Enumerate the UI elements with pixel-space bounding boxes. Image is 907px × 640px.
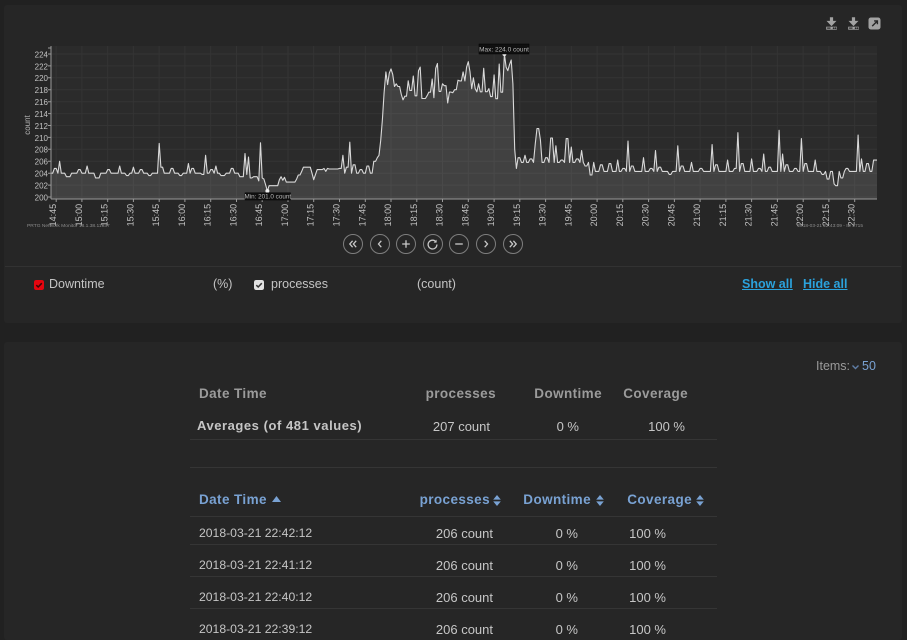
svg-text:15:30: 15:30	[125, 204, 135, 227]
svg-text:214: 214	[35, 110, 49, 119]
svg-text:19:15: 19:15	[512, 204, 522, 227]
svg-text:Max: 224.0 count: Max: 224.0 count	[479, 47, 529, 54]
svg-text:Min: 201.0 count: Min: 201.0 count	[245, 193, 292, 200]
svg-text:15:00: 15:00	[74, 204, 84, 227]
svg-text:20:00: 20:00	[589, 204, 599, 227]
svg-text:16:15: 16:15	[203, 204, 213, 227]
svg-text:210: 210	[35, 134, 49, 143]
svg-text:count: count	[23, 114, 32, 134]
svg-text:2018-03-21 22:43:09 - ID 2715: 2018-03-21 22:43:09 - ID 2715	[797, 223, 863, 229]
svg-text:216: 216	[35, 98, 49, 107]
svg-text:21:00: 21:00	[692, 204, 702, 227]
svg-text:20:45: 20:45	[666, 204, 676, 227]
svg-text:17:30: 17:30	[332, 204, 342, 227]
svg-text:16:45: 16:45	[254, 204, 264, 227]
svg-text:21:45: 21:45	[769, 204, 779, 227]
svg-text:19:30: 19:30	[538, 204, 548, 227]
svg-text:17:00: 17:00	[280, 204, 290, 227]
svg-text:206: 206	[35, 158, 49, 167]
svg-text:17:15: 17:15	[306, 204, 316, 227]
svg-text:16:00: 16:00	[177, 204, 187, 227]
svg-text:18:00: 18:00	[383, 204, 393, 227]
svg-text:208: 208	[35, 146, 49, 155]
svg-text:222: 222	[35, 62, 49, 71]
svg-text:PRTG Network Monitor 18.1.38.1: PRTG Network Monitor 18.1.38.11937	[27, 223, 110, 229]
svg-text:224: 224	[35, 50, 49, 59]
svg-text:17:45: 17:45	[357, 204, 367, 227]
svg-text:21:30: 21:30	[744, 204, 754, 227]
svg-text:18:45: 18:45	[460, 204, 470, 227]
svg-text:202: 202	[35, 182, 49, 191]
svg-text:20:30: 20:30	[641, 204, 651, 227]
svg-text:15:45: 15:45	[151, 204, 161, 227]
svg-text:212: 212	[35, 122, 49, 131]
svg-text:220: 220	[35, 74, 49, 83]
svg-text:18:30: 18:30	[435, 204, 445, 227]
svg-text:18:15: 18:15	[409, 204, 419, 227]
svg-text:15:15: 15:15	[100, 204, 110, 227]
svg-text:22:15: 22:15	[821, 204, 831, 227]
svg-text:22:30: 22:30	[847, 204, 857, 227]
svg-text:16:30: 16:30	[229, 204, 239, 227]
svg-text:200: 200	[35, 193, 49, 202]
svg-text:20:15: 20:15	[615, 204, 625, 227]
svg-text:204: 204	[35, 170, 49, 179]
svg-text:218: 218	[35, 86, 49, 95]
svg-text:19:00: 19:00	[486, 204, 496, 227]
svg-text:14:45: 14:45	[48, 204, 58, 227]
svg-text:19:45: 19:45	[563, 204, 573, 227]
svg-text:22:00: 22:00	[795, 204, 805, 227]
svg-text:21:15: 21:15	[718, 204, 728, 227]
